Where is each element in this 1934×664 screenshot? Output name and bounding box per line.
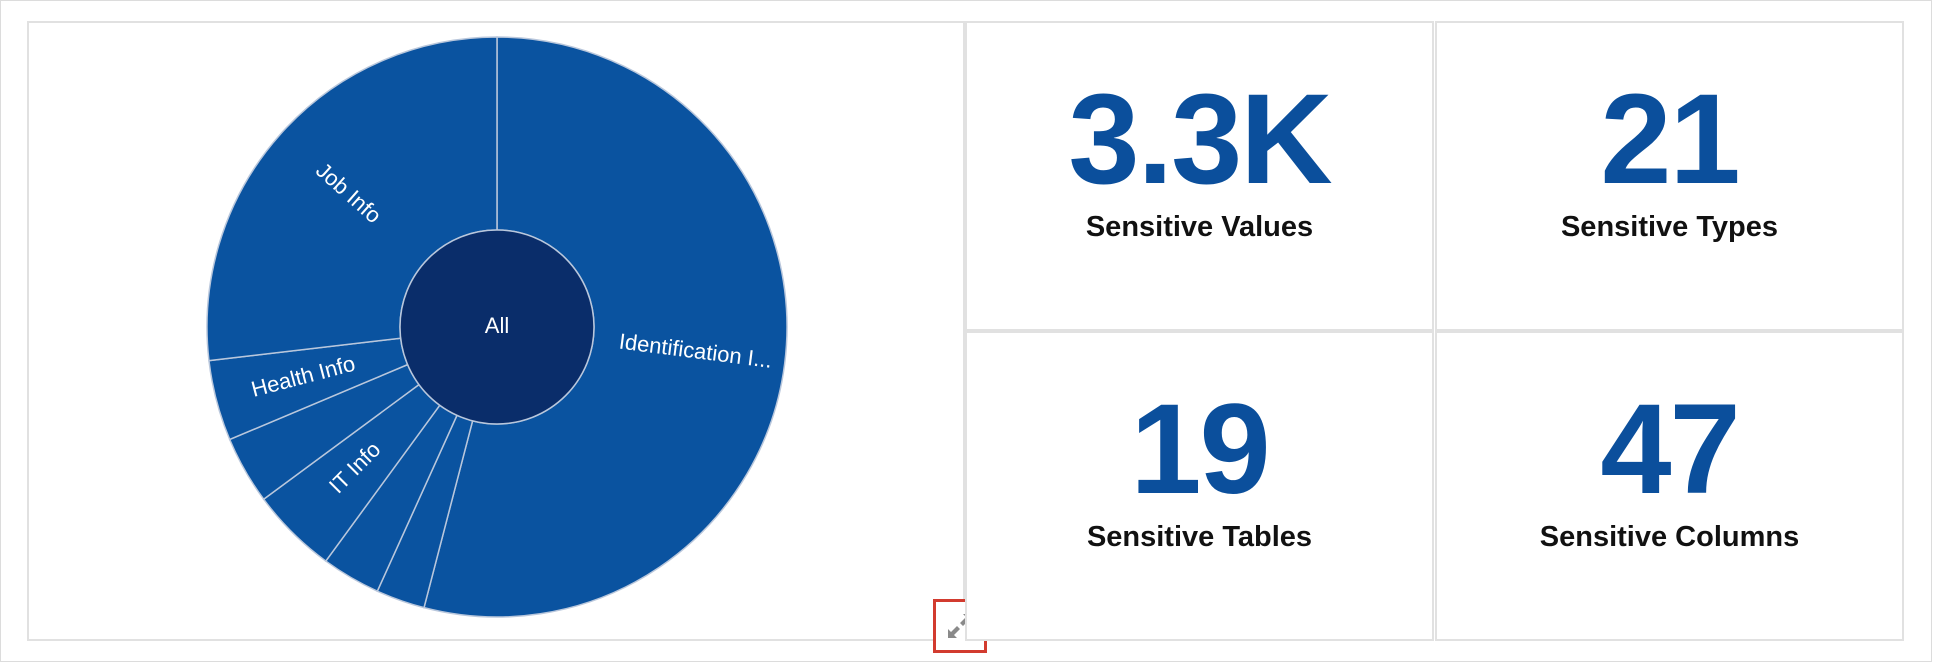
sensitive-types-count: 21 [1600, 68, 1740, 211]
sensitive-values-count: 3.3K [1068, 68, 1332, 211]
sensitive-columns-count: 47 [1600, 378, 1740, 521]
sunburst-center[interactable] [399, 229, 595, 425]
sensitive-values-tile[interactable]: 3.3K Sensitive Values [965, 21, 1434, 331]
sensitive-tables-tile[interactable]: 19 Sensitive Tables [965, 331, 1434, 641]
sensitive-tables-label: Sensitive Tables [1086, 521, 1313, 553]
sensitive-columns-tile[interactable]: 47 Sensitive Columns [1435, 331, 1904, 641]
sensitive-types-label: Sensitive Types [1560, 211, 1779, 243]
sensitive-columns-label: Sensitive Columns [1539, 521, 1800, 553]
sensitive-types-tile[interactable]: 21 Sensitive Types [1435, 21, 1904, 331]
sunburst-panel: Identification I... IT Info Health Info Job… [27, 21, 987, 653]
sensitive-values-label: Sensitive Values [1085, 211, 1314, 243]
sensitive-tables-count: 19 [1130, 378, 1270, 521]
sunburst-center-label: All [485, 313, 509, 338]
